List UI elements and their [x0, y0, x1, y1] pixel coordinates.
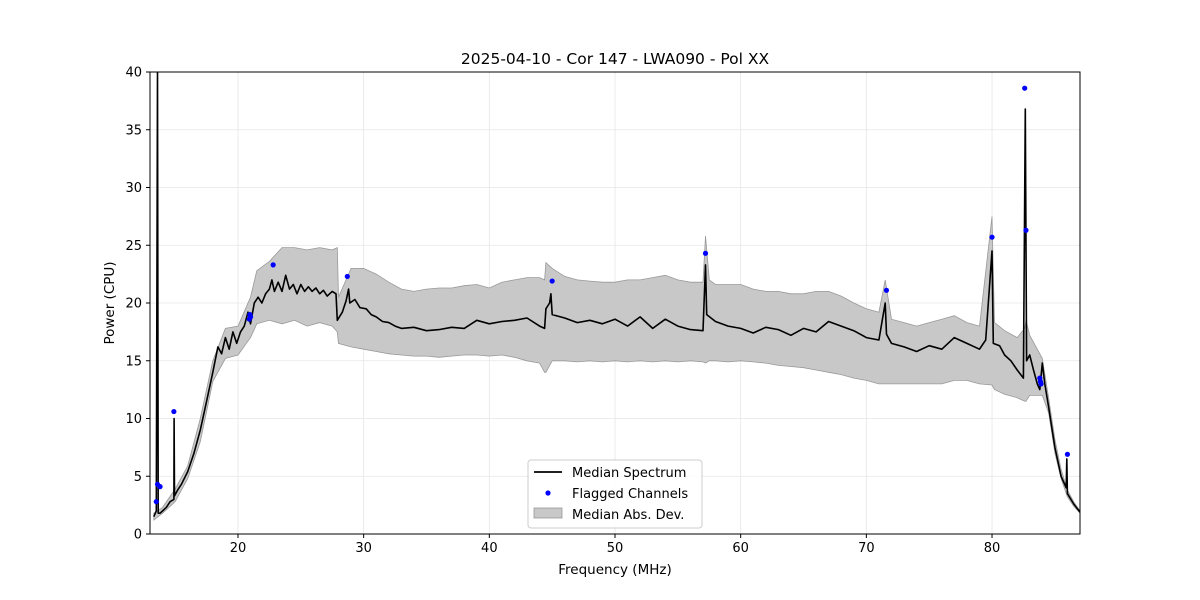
flagged-point: [1022, 85, 1028, 91]
plot-area: [153, 72, 1080, 521]
y-axis-label: Power (CPU): [102, 261, 118, 344]
flagged-point: [270, 262, 276, 268]
axes: 20 30 40 50 60 70 80 0 5 10 15 20 25 30 35 40: [125, 66, 1081, 556]
flagged-point: [247, 314, 254, 320]
mad-band: [153, 216, 1080, 521]
chart-title: 2025-04-10 - Cor 147 - LWA090 - Pol XX: [461, 50, 770, 68]
x-tick-label: 30: [355, 541, 372, 556]
median-spectrum-line: [153, 72, 1080, 518]
y-tick-label: 0: [134, 528, 142, 543]
y-tick-label: 15: [125, 354, 142, 369]
flagged-point: [1038, 381, 1044, 387]
legend-box: [527, 459, 703, 529]
x-axis-label: Frequency (MHz): [558, 562, 671, 578]
flagged-point: [1023, 227, 1029, 233]
flagged-point: [1064, 451, 1071, 457]
flagged-point: [153, 499, 159, 505]
x-tick-label: 40: [481, 541, 498, 556]
flagged-point: [883, 287, 890, 293]
flagged-point: [549, 278, 555, 284]
legend-band-swatch: [533, 507, 563, 519]
x-tick-label: 80: [984, 541, 1001, 556]
y-tick-label: 25: [125, 239, 142, 254]
legend-entry-label: Median Abs. Dev.: [572, 508, 684, 523]
x-tick-label: 60: [732, 541, 749, 556]
y-tick-label: 30: [125, 181, 142, 196]
legend-point-swatch: [545, 490, 551, 496]
flagged-point: [344, 273, 350, 280]
x-tick-label: 20: [230, 541, 247, 556]
x-tick-label: 70: [858, 541, 875, 556]
flagged-point: [157, 484, 163, 490]
flagged-point: [171, 408, 177, 415]
y-tick-label: 20: [125, 297, 142, 312]
y-tick-label: 35: [125, 123, 142, 138]
legend-entry-label: Median Spectrum: [572, 466, 686, 481]
y-tick-label: 5: [134, 470, 142, 485]
x-tick-label: 50: [607, 541, 624, 556]
y-tick-label: 10: [125, 412, 142, 427]
flagged-point: [989, 234, 995, 240]
flagged-point: [702, 250, 709, 256]
y-tick-label: 40: [125, 66, 142, 81]
legend-entry-label: Flagged Channels: [572, 487, 688, 502]
legend: Median Spectrum Flagged Channels Median Ab…: [527, 459, 703, 529]
